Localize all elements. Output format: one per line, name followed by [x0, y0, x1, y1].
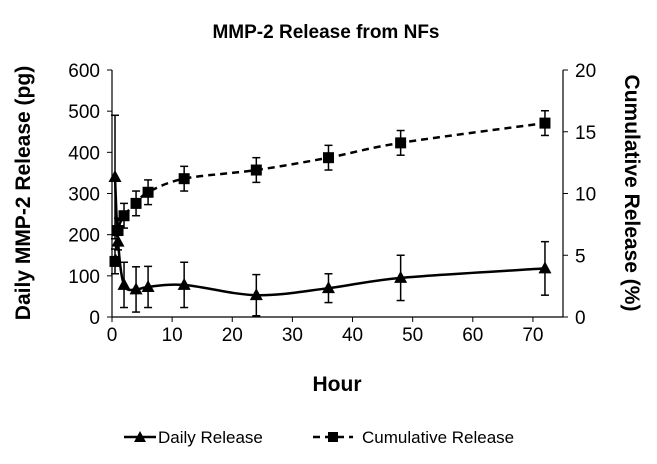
y-left-tick-label: 0 [89, 308, 100, 329]
y-left-tick-label: 300 [68, 185, 100, 206]
data-point-triangle [129, 282, 143, 295]
x-tick-label: 10 [162, 325, 183, 346]
data-point-triangle [177, 277, 191, 290]
y-right-tick-label: 5 [575, 246, 586, 267]
axes [111, 70, 564, 318]
data-point-triangle [394, 270, 408, 283]
data-point-triangle [108, 170, 122, 183]
data-point-square [178, 173, 190, 185]
y-right-tick-label: 20 [575, 61, 596, 82]
y-left-tick-label: 400 [68, 143, 100, 164]
y-right-tick-label: 15 [575, 123, 596, 144]
data-point-square [130, 197, 142, 209]
x-tick-label: 0 [107, 325, 118, 346]
y-left-tick-label: 100 [68, 267, 100, 288]
data-point-square [142, 186, 154, 198]
y-right-tick-label: 10 [575, 185, 596, 206]
x-tick-label: 70 [522, 325, 543, 346]
x-tick-label: 20 [222, 325, 243, 346]
data-point-square [539, 117, 551, 129]
x-tick-label: 60 [462, 325, 483, 346]
series-layer [108, 110, 552, 317]
x-tick-label: 50 [402, 325, 423, 346]
series-cumulative-release [109, 110, 551, 275]
data-point-triangle [141, 279, 155, 292]
ticks: 0 10 20 30 40 50 60 70 0 100 200 300 400 500 600 0 5 10 15… [68, 61, 596, 346]
series-line [113, 176, 546, 297]
data-point-triangle [321, 281, 335, 294]
data-point-square [109, 255, 121, 267]
data-point-triangle [117, 277, 131, 290]
y-axis-right-label: Cumulative Release (%) [620, 75, 643, 312]
y-left-tick-label: 200 [68, 226, 100, 247]
y-left-tick-label: 600 [68, 61, 100, 82]
legend: Daily Release Cumulative Release [124, 428, 514, 447]
data-point-square [395, 137, 407, 149]
y-left-tick-label: 500 [68, 102, 100, 123]
data-point-square [112, 225, 124, 237]
y-right-tick-label: 0 [575, 308, 586, 329]
data-point-triangle [249, 288, 263, 301]
data-point-triangle [538, 261, 552, 274]
x-tick-label: 30 [282, 325, 303, 346]
data-point-square [250, 164, 262, 176]
x-axis-label: Hour [313, 373, 362, 396]
series-line [113, 121, 546, 262]
series-daily-release [108, 114, 552, 317]
legend-marker-cumulative [328, 432, 338, 442]
data-point-square [118, 210, 130, 222]
legend-label-cumulative: Cumulative Release [362, 428, 514, 447]
data-point-square [322, 152, 334, 164]
y-axis-left-label: Daily MMP-2 Release (pg) [12, 66, 35, 320]
x-tick-label: 40 [342, 325, 363, 346]
chart-title: MMP-2 Release from NFs [212, 22, 439, 43]
legend-label-daily: Daily Release [158, 428, 263, 447]
legend-marker-daily [134, 431, 146, 442]
